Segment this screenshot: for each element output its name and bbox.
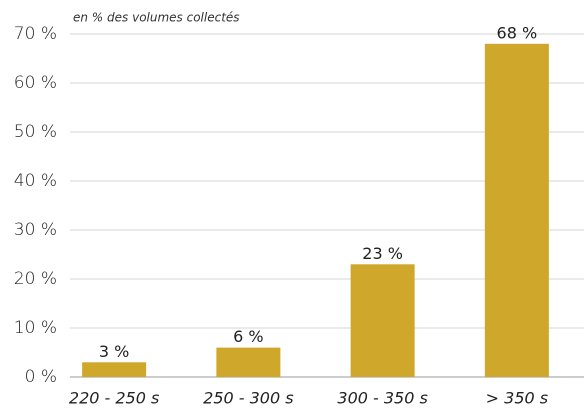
value-label: 3 % (99, 342, 129, 361)
bar (484, 43, 549, 378)
y-tick-label: 40 % (14, 171, 57, 191)
value-label: 23 % (362, 244, 403, 263)
y-tick-label: 0 % (25, 367, 57, 387)
bar (216, 347, 281, 377)
bar (82, 362, 147, 377)
value-label: 68 % (497, 23, 538, 42)
y-tick-label: 10 % (14, 318, 57, 338)
x-tick-label: > 350 s (486, 389, 548, 408)
y-tick-label: 60 % (14, 73, 57, 93)
value-label: 6 % (233, 327, 263, 346)
y-tick-label: 70 % (14, 24, 57, 44)
x-tick-label: 220 - 250 s (69, 389, 159, 408)
y-tick-label: 20 % (14, 269, 57, 289)
y-tick-label: 50 % (14, 122, 57, 142)
bar (350, 264, 415, 377)
x-tick-label: 250 - 300 s (203, 389, 293, 408)
chart-subtitle: en % des volumes collectés (73, 11, 240, 25)
x-tick-label: 300 - 350 s (337, 389, 427, 408)
y-tick-label: 30 % (14, 220, 57, 240)
